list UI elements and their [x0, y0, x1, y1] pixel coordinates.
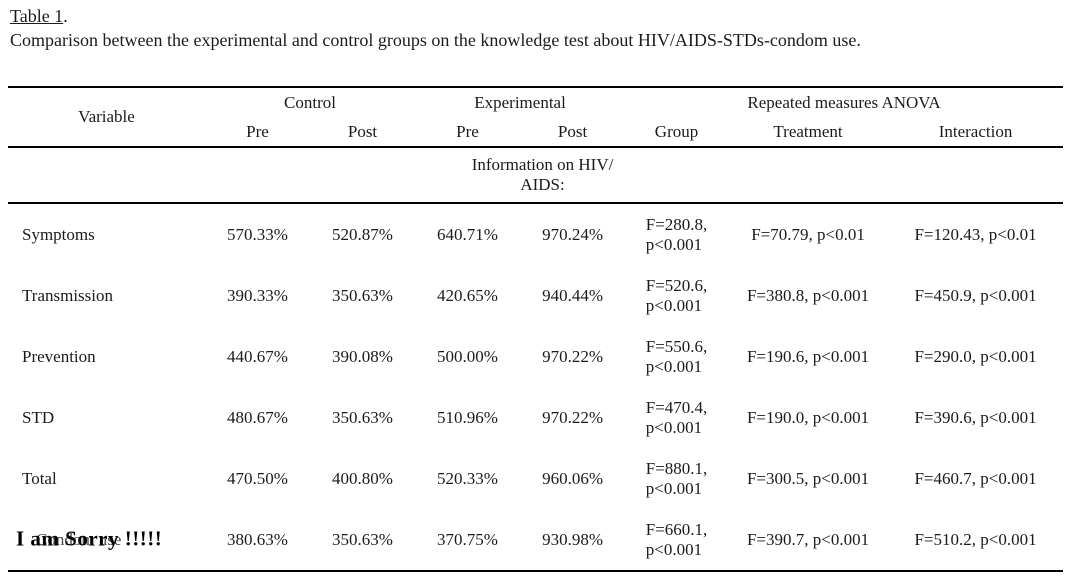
anova-interaction-value: F=290.0, p<0.001: [914, 346, 1037, 366]
row-label-text: Condom use: [36, 529, 122, 549]
anova-group-value: F=880.1, p<0.001: [625, 448, 728, 509]
table-header: Variable Control Experimental Repeated m…: [8, 87, 1064, 147]
anova-interaction-value: F=120.43, p<0.01: [914, 224, 1037, 244]
table-title-period: .: [63, 6, 68, 26]
col-header-experimental: Experimental: [474, 93, 566, 112]
col-header-control-pre: Pre: [246, 122, 269, 141]
col-header-control-post: Post: [347, 122, 378, 141]
row-label: Transmission: [22, 285, 114, 305]
experimental-post-value: 930.98%: [542, 529, 603, 549]
anova-interaction-value: F=450.9, p<0.001: [914, 285, 1037, 305]
control-post-value: 350.63%: [332, 407, 393, 427]
experimental-post-value: 970.22%: [542, 346, 603, 366]
anova-group-text: F=520.6, p<0.001: [645, 275, 708, 315]
comparison-table: Variable Control Experimental Repeated m…: [8, 86, 1064, 572]
table-row: Condom use I am Sorry !!!!! 380.63% 350.…: [8, 509, 1063, 571]
col-header-treatment: Treatment: [773, 122, 843, 141]
anova-treatment-value: F=380.8, p<0.001: [746, 285, 870, 305]
col-header-control: Control: [284, 93, 336, 112]
control-post-value: 350.63%: [332, 285, 393, 305]
control-post-value: 350.63%: [332, 529, 393, 549]
control-pre-value: 440.67%: [227, 346, 288, 366]
col-header-anova: Repeated measures ANOVA: [747, 93, 941, 112]
anova-group-value: F=660.1, p<0.001: [625, 509, 728, 571]
experimental-pre-value: 640.71%: [437, 224, 498, 244]
control-pre-value: 470.50%: [227, 468, 288, 488]
anova-treatment-value: F=70.79, p<0.01: [751, 224, 865, 244]
anova-interaction-value: F=390.6, p<0.001: [914, 407, 1037, 427]
anova-group-text: F=660.1, p<0.001: [645, 519, 708, 559]
header-sub-row: Pre Post Pre Post Group Treatment Intera…: [8, 118, 1063, 147]
control-post-value: 390.08%: [332, 346, 393, 366]
anova-treatment-value: F=390.7, p<0.001: [746, 529, 870, 549]
experimental-post-value: 970.24%: [542, 224, 603, 244]
table-row: Prevention 440.67% 390.08% 500.00% 970.2…: [8, 326, 1063, 387]
control-pre-value: 390.33%: [227, 285, 288, 305]
experimental-pre-value: 420.65%: [437, 285, 498, 305]
section-row: Information on HIV/ AIDS:: [8, 147, 1064, 203]
control-pre-value: 380.63%: [227, 529, 288, 549]
section-label: Information on HIV/ AIDS:: [471, 155, 614, 194]
row-label: Prevention: [22, 346, 96, 366]
table-row: Symptoms 570.33% 520.87% 640.71% 970.24%…: [8, 203, 1063, 265]
experimental-pre-value: 520.33%: [437, 468, 498, 488]
anova-group-value: F=550.6, p<0.001: [625, 326, 728, 387]
row-label: Total: [22, 468, 57, 488]
col-header-group: Group: [654, 122, 699, 141]
control-pre-value: 570.33%: [227, 224, 288, 244]
anova-group-text: F=280.8, p<0.001: [645, 214, 708, 254]
control-post-value: 520.87%: [332, 224, 393, 244]
row-label: STD: [22, 407, 55, 427]
anova-interaction-value: F=460.7, p<0.001: [914, 468, 1037, 488]
anova-interaction-value: F=510.2, p<0.001: [914, 529, 1037, 549]
col-header-experimental-post: Post: [557, 122, 588, 141]
sorry-overlay-text: I am Sorry !!!!!: [16, 526, 163, 550]
row-label: Symptoms: [22, 224, 95, 244]
col-header-experimental-pre: Pre: [456, 122, 479, 141]
row-label: Condom use I am Sorry !!!!!: [8, 509, 205, 571]
experimental-pre-value: 370.75%: [437, 529, 498, 549]
table-title: Table 1.: [10, 6, 68, 27]
anova-group-text: F=550.6, p<0.001: [645, 336, 708, 376]
table-row: STD 480.67% 350.63% 510.96% 970.22% F=47…: [8, 387, 1063, 448]
experimental-pre-value: 500.00%: [437, 346, 498, 366]
anova-group-value: F=280.8, p<0.001: [625, 203, 728, 265]
experimental-post-value: 960.06%: [542, 468, 603, 488]
experimental-post-value: 940.44%: [542, 285, 603, 305]
table-caption: Comparison between the experimental and …: [10, 30, 861, 50]
header-spanner-row: Variable Control Experimental Repeated m…: [8, 87, 1063, 126]
table-title-text: Table 1: [10, 6, 64, 26]
col-header-interaction: Interaction: [938, 122, 1013, 141]
anova-treatment-value: F=300.5, p<0.001: [746, 468, 870, 488]
anova-group-text: F=880.1, p<0.001: [645, 458, 708, 498]
anova-treatment-value: F=190.0, p<0.001: [746, 407, 870, 427]
anova-treatment-value: F=190.6, p<0.001: [746, 346, 870, 366]
table-row: Transmission 390.33% 350.63% 420.65% 940…: [8, 265, 1063, 326]
col-header-variable: Variable: [78, 107, 135, 126]
experimental-post-value: 970.22%: [542, 407, 603, 427]
control-post-value: 400.80%: [332, 468, 393, 488]
experimental-pre-value: 510.96%: [437, 407, 498, 427]
control-pre-value: 480.67%: [227, 407, 288, 427]
table-row: Total 470.50% 400.80% 520.33% 960.06% F=…: [8, 448, 1063, 509]
anova-group-text: F=470.4, p<0.001: [645, 397, 708, 437]
anova-group-value: F=470.4, p<0.001: [625, 387, 728, 448]
anova-group-value: F=520.6, p<0.001: [625, 265, 728, 326]
